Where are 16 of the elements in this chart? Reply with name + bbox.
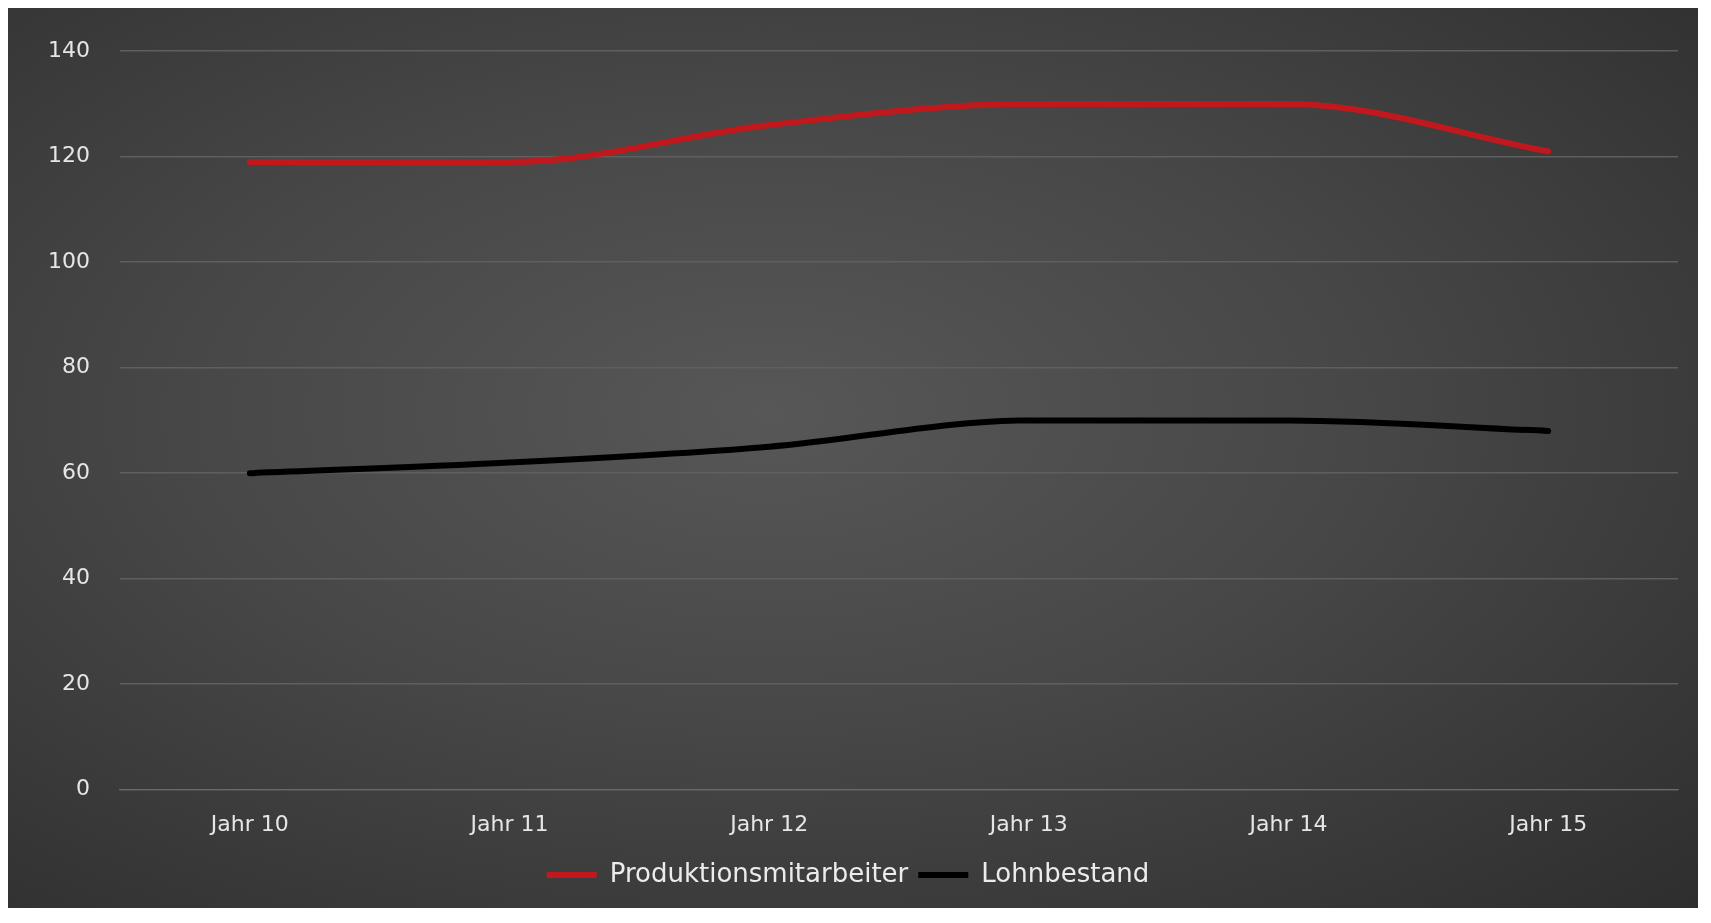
legend-label: Produktionsmitarbeiter bbox=[609, 857, 909, 888]
y-tick-label: 60 bbox=[61, 458, 90, 484]
x-tick-label: Jahr 15 bbox=[1507, 810, 1588, 836]
x-tick-label: Jahr 13 bbox=[987, 810, 1068, 836]
y-tick-label: 140 bbox=[47, 36, 90, 62]
x-tick-label: Jahr 11 bbox=[468, 810, 549, 836]
y-tick-label: 120 bbox=[47, 142, 90, 168]
y-tick-label: 20 bbox=[61, 669, 90, 695]
y-tick-label: 100 bbox=[47, 247, 90, 273]
x-tick-label: Jahr 14 bbox=[1247, 810, 1328, 836]
x-tick-label: Jahr 12 bbox=[728, 810, 809, 836]
x-tick-label: Jahr 10 bbox=[208, 810, 289, 836]
y-tick-label: 40 bbox=[61, 564, 90, 590]
legend-label: Lohnbestand bbox=[981, 857, 1150, 888]
y-tick-label: 80 bbox=[61, 353, 90, 379]
y-tick-label: 0 bbox=[75, 775, 90, 801]
